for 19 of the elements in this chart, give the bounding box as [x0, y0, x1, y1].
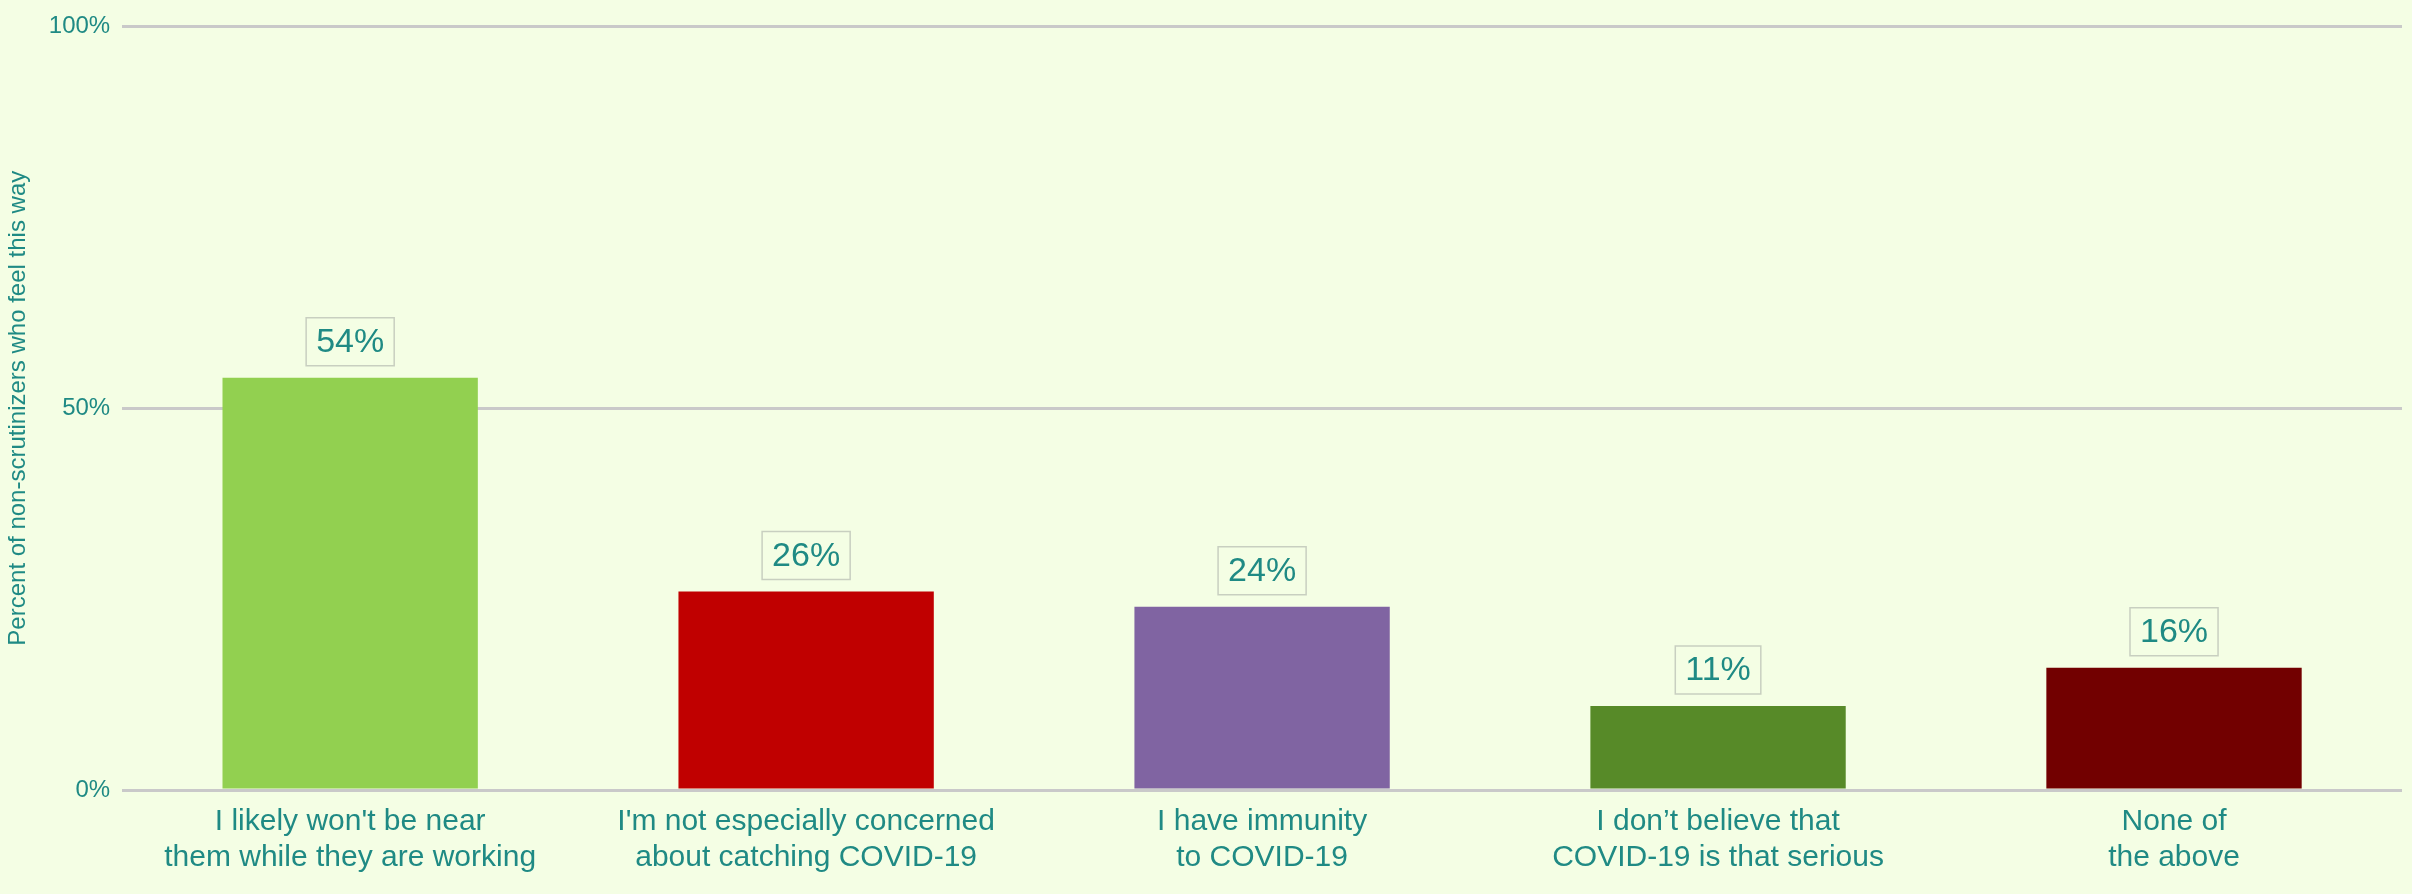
x-tick-label: None of the above [2108, 803, 2240, 873]
bar [1590, 706, 1846, 789]
bar [222, 377, 478, 789]
x-tick-label: I'm not especially concerned about catching COVID-19 [617, 803, 995, 873]
data-label: 16% [2139, 611, 2209, 650]
y-axis-title: Percent of non-scrutinizers who feel this way [3, 170, 31, 646]
data-label: 24% [1228, 550, 1297, 589]
bar [2046, 667, 2302, 789]
data-label: 26% [772, 534, 841, 573]
y-tick-label: 50% [62, 392, 111, 420]
bar [678, 591, 934, 789]
x-tick-label: I likely won't be near them while they are working [164, 803, 537, 873]
data-label: 54% [316, 321, 385, 360]
bar [1134, 606, 1390, 789]
data-label: 11% [1685, 649, 1751, 688]
x-tick-label: I don’t believe that COVID-19 is that serious [1552, 803, 1884, 873]
y-tick-label: 100% [48, 11, 111, 39]
y-tick-label: 0% [75, 774, 111, 802]
x-tick-label: I have immunity to COVID-19 [1157, 803, 1368, 873]
